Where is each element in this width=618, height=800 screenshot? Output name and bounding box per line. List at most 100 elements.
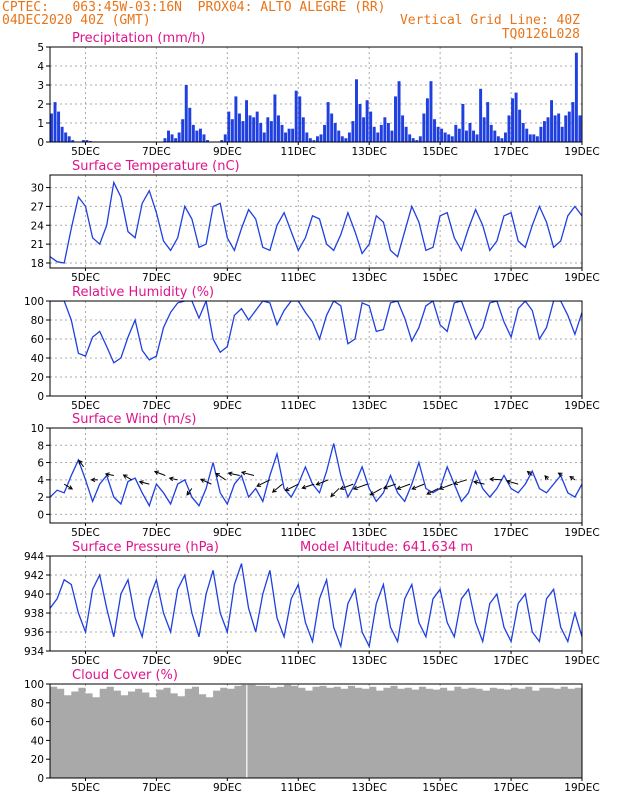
y-tick-label: 6 xyxy=(37,458,44,470)
precip-bar xyxy=(557,113,561,142)
precip-bar xyxy=(489,124,493,142)
precip-bar xyxy=(326,102,330,142)
precip-bar xyxy=(450,136,454,142)
precip-bar xyxy=(57,111,61,142)
x-tick-label: 11DEC xyxy=(281,782,316,794)
header-grid-note: Vertical Grid Line: 40Z xyxy=(399,13,580,28)
x-tick-label: 9DEC xyxy=(213,782,242,794)
precip-bar xyxy=(546,117,550,142)
precip-bar xyxy=(60,126,64,142)
wind-arrow xyxy=(452,479,467,486)
pres-title: Surface Pressure (hPa) xyxy=(72,540,219,555)
x-tick-label: 13DEC xyxy=(351,527,386,539)
x-tick-label: 19DEC xyxy=(564,655,599,667)
precip-bar xyxy=(390,130,394,142)
precip-bar xyxy=(468,123,472,142)
y-tick-label: 938 xyxy=(24,608,44,620)
y-tick-label: 60 xyxy=(31,334,44,346)
y-tick-label: 21 xyxy=(31,239,44,251)
x-tick-label: 11DEC xyxy=(281,527,316,539)
wind-arrow xyxy=(200,478,212,485)
y-tick-label: 934 xyxy=(24,646,44,658)
header-date: 04DEC2020 40Z (GMT) xyxy=(2,13,151,28)
precip-bar xyxy=(198,128,202,142)
precip-bar xyxy=(294,90,298,142)
precip-bar xyxy=(440,128,444,142)
precip-bar xyxy=(287,128,291,142)
precip-bar xyxy=(337,130,341,142)
x-tick-label: 13DEC xyxy=(351,782,386,794)
wind-arrow xyxy=(411,483,425,490)
precip-bar xyxy=(276,115,280,142)
precip-bar xyxy=(167,130,170,142)
precip-bar xyxy=(567,111,571,142)
precip-bar xyxy=(475,134,479,142)
precip-bar xyxy=(553,115,557,142)
precip-bar xyxy=(464,130,468,142)
precip-bar xyxy=(539,126,543,142)
precip-bar xyxy=(255,111,259,142)
precip-bar xyxy=(472,130,475,142)
precip-bar xyxy=(404,126,408,142)
x-tick-label: 9DEC xyxy=(213,400,242,412)
wind-title: Surface Wind (m/s) xyxy=(72,412,196,427)
precip-bar xyxy=(85,140,89,142)
wind-arrow xyxy=(526,470,533,476)
x-tick-label: 7DEC xyxy=(142,272,171,284)
precip-bar xyxy=(355,79,358,142)
x-tick-label: 11DEC xyxy=(281,146,316,158)
precip-bar xyxy=(202,134,206,142)
precip-bar xyxy=(248,115,252,142)
precip-bar xyxy=(365,100,369,142)
wind-arrow xyxy=(78,459,85,468)
precip-bar xyxy=(461,104,465,142)
precip-bar xyxy=(503,132,507,142)
precip-bar xyxy=(344,138,348,142)
y-tick-label: 5 xyxy=(37,42,44,54)
y-tick-label: 940 xyxy=(24,589,44,601)
precip-title: Precipitation (mm/h) xyxy=(72,31,205,46)
precip-bar xyxy=(291,128,295,142)
x-tick-label: 7DEC xyxy=(142,146,171,158)
wind-arrow xyxy=(438,483,453,490)
x-tick-label: 15DEC xyxy=(422,400,457,412)
wind-arrow xyxy=(186,488,193,496)
x-tick-label: 5DEC xyxy=(71,272,100,284)
y-tick-label: 0 xyxy=(37,137,44,149)
precip-bar xyxy=(411,138,415,142)
y-tick-label: 2 xyxy=(37,99,44,111)
y-tick-label: 18 xyxy=(31,258,44,270)
x-tick-label: 19DEC xyxy=(564,272,599,284)
wind-arrow xyxy=(227,471,240,477)
precip-bar xyxy=(330,113,334,142)
precip-bar xyxy=(532,134,536,142)
precip-bar xyxy=(163,138,167,142)
temp-line xyxy=(50,180,582,264)
wind-arrow xyxy=(138,480,150,485)
wind-arrow xyxy=(90,477,98,483)
precip-bar xyxy=(521,123,525,142)
precip-bar xyxy=(433,119,436,142)
precip-bar xyxy=(550,100,554,142)
precip-bar xyxy=(369,111,373,142)
y-tick-label: 100 xyxy=(24,296,44,308)
x-tick-label: 11DEC xyxy=(281,655,316,667)
wind-arrow xyxy=(330,488,340,498)
y-tick-label: 4 xyxy=(37,475,44,487)
x-tick-label: 9DEC xyxy=(213,655,242,667)
precip-bar xyxy=(500,138,504,142)
x-tick-label: 13DEC xyxy=(351,146,386,158)
wind-arrow xyxy=(315,479,329,486)
precip-bar xyxy=(479,88,483,142)
pres-annotation: Model Altitude: 641.634 m xyxy=(300,540,473,555)
precip-bar xyxy=(564,115,568,142)
precip-bar xyxy=(230,119,234,142)
x-tick-label: 7DEC xyxy=(142,655,171,667)
y-tick-label: 944 xyxy=(24,551,44,563)
x-tick-label: 5DEC xyxy=(71,527,100,539)
precip-bar xyxy=(578,115,582,142)
precip-bar xyxy=(518,109,522,142)
precip-bar xyxy=(528,134,532,142)
y-tick-label: 1 xyxy=(37,118,44,130)
precip-bar xyxy=(223,134,227,142)
